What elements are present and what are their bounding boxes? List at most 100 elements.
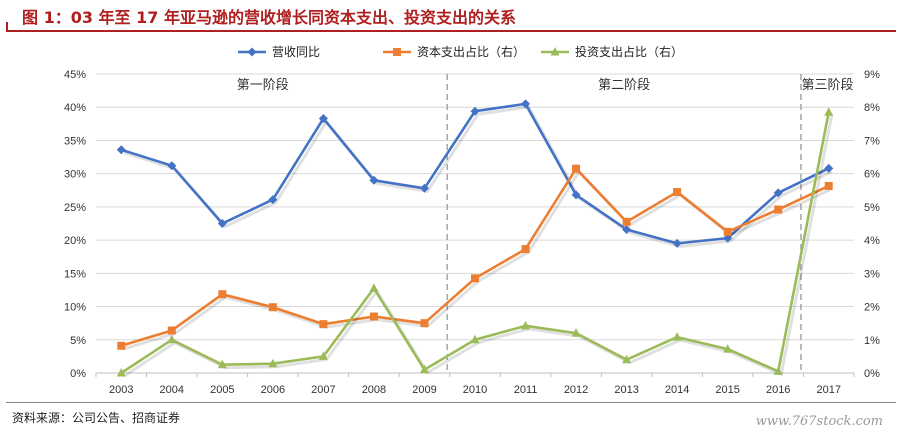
- y-right-tick-label: 1%: [864, 335, 880, 347]
- capex-point: [420, 319, 429, 328]
- capex-point: [572, 164, 581, 173]
- invest-point: [622, 354, 632, 364]
- revenue-point: [571, 190, 581, 200]
- invest-point: [672, 332, 682, 341]
- y-left-tick-label: 25%: [64, 202, 86, 214]
- capex-point: [167, 326, 176, 335]
- revenue-point: [723, 233, 733, 243]
- revenue-point: [470, 106, 480, 116]
- x-tick-label: 2017: [816, 384, 840, 396]
- series-line-shadow: [123, 105, 833, 248]
- revenue-point: [622, 224, 632, 234]
- invest-point: [824, 107, 834, 116]
- invest-point: [167, 334, 177, 344]
- x-tick-label: 2009: [412, 384, 436, 396]
- y-right-tick-label: 3%: [864, 268, 880, 280]
- invest-point: [217, 359, 227, 369]
- line-chart: 0% 5% 10% 15% 20% 25% 30% 35% 40% 45% 0% 1% 2% 3% 4% 5%…: [64, 44, 880, 396]
- phase-label: 第三阶段: [801, 78, 853, 93]
- y-left-tick-label: 45%: [64, 69, 86, 81]
- invest-point: [723, 344, 733, 353]
- capex-point: [319, 320, 328, 329]
- x-tick-label: 2007: [311, 384, 335, 396]
- legend-label: 资本支出占比（右）: [417, 44, 525, 59]
- x-tick-label: 2008: [362, 384, 386, 396]
- y-right-tick-label: 7%: [864, 135, 880, 147]
- capex-point: [622, 217, 631, 226]
- y-right-tick-label: 8%: [864, 102, 880, 114]
- capex-point: [521, 245, 530, 254]
- y-left-tick-label: 40%: [64, 102, 86, 114]
- capex-point: [268, 303, 277, 312]
- phase-label: 第一阶段: [237, 78, 289, 93]
- invest-point: [419, 364, 429, 374]
- invest-point: [521, 320, 531, 330]
- x-tick-label: 2006: [261, 384, 285, 396]
- invest-point: [773, 366, 783, 375]
- invest-point: [369, 283, 379, 292]
- y-left-tick-label: 5%: [70, 335, 86, 347]
- y-left-tick-label: 0%: [70, 368, 86, 380]
- watermark: www.767stock.com: [755, 414, 883, 429]
- capex-point: [117, 341, 126, 350]
- revenue-point: [369, 175, 379, 185]
- x-tick-label: 2014: [665, 384, 689, 396]
- invest-point: [571, 328, 581, 337]
- revenue-point: [419, 183, 429, 193]
- series-line-shadow: [123, 114, 834, 378]
- x-tick-label: 2005: [210, 384, 234, 396]
- y-left-tick-label: 30%: [64, 169, 86, 181]
- revenue-point: [318, 114, 328, 124]
- x-tick-label: 2010: [463, 384, 487, 396]
- figure-title: 图 1：03 年至 17 年亚马逊的营收增长同资本支出、投资支出的关系: [22, 8, 516, 27]
- capex-point: [723, 227, 732, 236]
- capex-point: [774, 205, 783, 214]
- series-line: [120, 167, 830, 348]
- y-left-tick-label: 35%: [64, 135, 86, 147]
- series-line-shadow: [123, 169, 833, 351]
- x-tick-label: 2011: [514, 384, 538, 396]
- x-tick-label: 2013: [614, 384, 638, 396]
- y-right-tick-label: 4%: [864, 235, 880, 247]
- title-rule-tick: [6, 22, 8, 32]
- legend-marker: [393, 48, 401, 56]
- capex-point: [218, 290, 227, 299]
- y-right-tick-label: 0%: [864, 368, 880, 380]
- revenue-point: [824, 163, 834, 173]
- legend-label: 投资支出占比（右）: [575, 44, 683, 59]
- invest-point: [318, 351, 328, 360]
- y-left-tick-label: 20%: [64, 235, 86, 247]
- revenue-point: [217, 219, 227, 228]
- x-tick-label: 2015: [715, 384, 739, 396]
- legend-marker: [550, 47, 560, 56]
- revenue-point: [268, 195, 278, 205]
- y-left-tick-label: 15%: [64, 268, 86, 280]
- revenue-point: [773, 188, 783, 198]
- x-tick-label: 2004: [160, 384, 184, 396]
- x-tick-label: 2012: [564, 384, 588, 396]
- revenue-point: [521, 99, 531, 109]
- revenue-point: [167, 161, 177, 171]
- revenue-point: [116, 145, 126, 155]
- y-left-tick-label: 10%: [64, 302, 86, 314]
- x-tick-label: 2003: [109, 384, 133, 396]
- y-right-tick-label: 5%: [864, 202, 880, 214]
- invest-point: [470, 334, 480, 344]
- revenue-point: [672, 238, 682, 248]
- figure-title-bar: 图 1：03 年至 17 年亚马逊的营收增长同资本支出、投资支出的关系: [0, 0, 901, 32]
- y-right-tick-label: 6%: [864, 169, 880, 181]
- capex-point: [369, 312, 378, 321]
- y-right-tick-label: 9%: [864, 69, 880, 81]
- x-tick-label: 2016: [766, 384, 790, 396]
- source-note: 资料来源：公司公告、招商证券: [12, 411, 181, 425]
- phase-label: 第二阶段: [598, 78, 650, 93]
- legend-label: 营收同比: [272, 45, 320, 59]
- capex-point: [824, 181, 833, 190]
- footer-rule: [6, 402, 896, 403]
- invest-point: [268, 358, 278, 368]
- title-rule: [6, 30, 896, 32]
- capex-point: [471, 274, 479, 283]
- legend-marker: [247, 47, 257, 57]
- invest-point: [116, 368, 126, 377]
- capex-point: [673, 187, 682, 196]
